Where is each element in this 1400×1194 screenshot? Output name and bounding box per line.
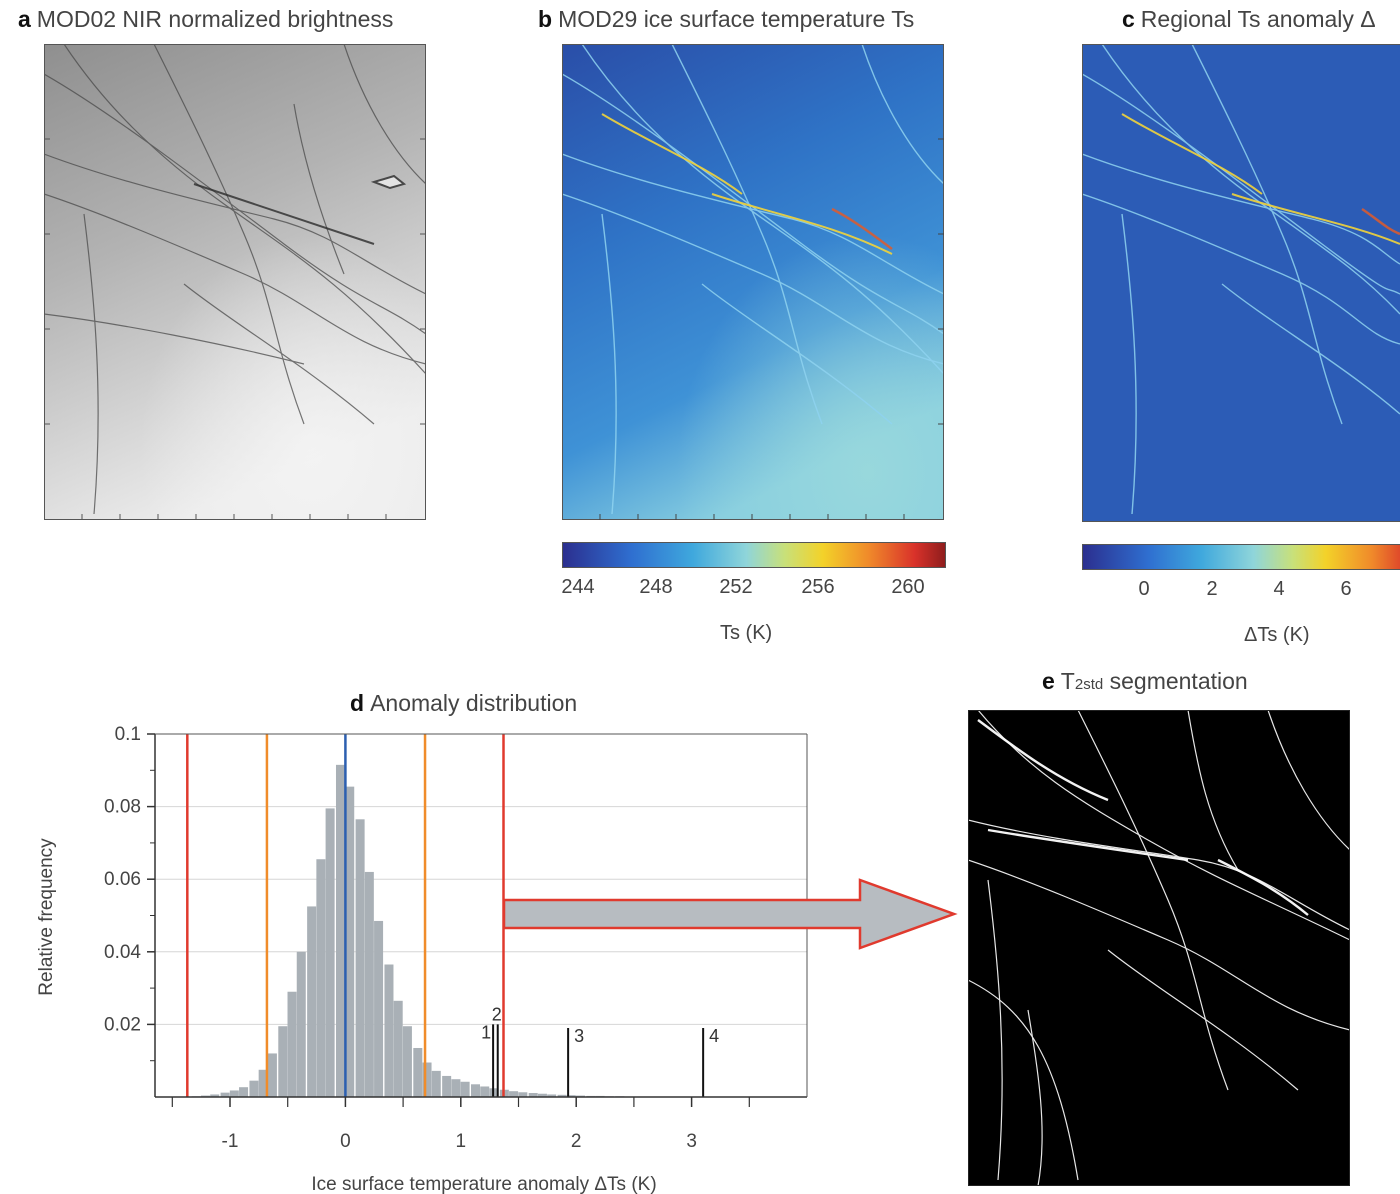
histogram-bar bbox=[547, 1094, 557, 1097]
histogram-bar bbox=[249, 1080, 259, 1097]
histogram-bar bbox=[460, 1081, 470, 1097]
panel-b-letter: b bbox=[538, 6, 553, 32]
x-tick-label: 0 bbox=[340, 1131, 351, 1152]
panel-a-title: a MOD02 NIR normalized brightness bbox=[18, 6, 393, 33]
ts-colorbar-tick: 252 bbox=[719, 576, 753, 598]
anomaly-colorbar bbox=[1082, 544, 1400, 570]
panel-e-title-main: T bbox=[1060, 668, 1075, 694]
panel-b-title: b MOD29 ice surface temperature Ts bbox=[538, 6, 914, 33]
histogram-bar bbox=[509, 1091, 519, 1097]
anomaly-colorbar-label: ΔTs (K) bbox=[1244, 624, 1310, 646]
threshold-marker-label: 3 bbox=[574, 1026, 584, 1046]
x-tick-label: -1 bbox=[222, 1131, 239, 1152]
panel-d-title: d Anomaly distribution bbox=[350, 690, 577, 717]
histogram-bar bbox=[471, 1084, 481, 1097]
anomaly-colorbar-tick: 6 bbox=[1340, 578, 1352, 600]
histogram-bar bbox=[287, 991, 297, 1097]
histogram-bar bbox=[229, 1090, 239, 1097]
y-axis-label: Relative frequency bbox=[36, 838, 57, 996]
nir-brightness-image bbox=[44, 44, 426, 520]
histogram-bar bbox=[210, 1094, 220, 1097]
histogram-bar bbox=[325, 808, 335, 1097]
histogram-bar bbox=[296, 951, 306, 1097]
surface-temperature-image bbox=[562, 44, 944, 520]
histogram-bar bbox=[422, 1062, 432, 1097]
panel-c-title: c Regional Ts anomaly Δ bbox=[1122, 6, 1376, 33]
anomaly-colorbar-tick: 2 bbox=[1206, 578, 1218, 600]
histogram-bar bbox=[258, 1069, 268, 1097]
histogram-bar bbox=[345, 786, 355, 1097]
panel-d-letter: d bbox=[350, 690, 365, 716]
x-tick-label: 1 bbox=[456, 1131, 467, 1152]
y-tick-label: 0.08 bbox=[104, 797, 141, 818]
y-tick-label: 0.06 bbox=[104, 869, 141, 890]
histogram-bar bbox=[451, 1079, 461, 1097]
histogram-bar bbox=[335, 764, 345, 1097]
panel-b-title-text: MOD29 ice surface temperature Ts bbox=[558, 6, 915, 32]
histogram-bar bbox=[267, 1053, 277, 1097]
histogram-bar bbox=[442, 1075, 452, 1097]
segmentation-image bbox=[968, 710, 1350, 1186]
x-axis-label: Ice surface temperature anomaly ΔTs (K) bbox=[311, 1174, 656, 1194]
y-tick-label: 0.1 bbox=[115, 724, 141, 745]
histogram-bar bbox=[557, 1094, 567, 1097]
arrow-to-segmentation bbox=[502, 878, 958, 950]
panel-c-letter: c bbox=[1122, 6, 1135, 32]
x-tick-label: 2 bbox=[571, 1131, 582, 1152]
histogram-bar bbox=[307, 906, 317, 1097]
panel-d-title-text: Anomaly distribution bbox=[370, 690, 578, 716]
threshold-marker-label: 4 bbox=[709, 1026, 719, 1046]
ts-colorbar-label: Ts (K) bbox=[720, 622, 773, 644]
histogram-bar bbox=[480, 1086, 490, 1097]
threshold-marker-label: 1 bbox=[481, 1022, 491, 1042]
histogram-bar bbox=[374, 920, 384, 1097]
histogram-bar bbox=[402, 1026, 412, 1097]
y-tick-label: 0.04 bbox=[104, 942, 141, 963]
histogram-bar bbox=[278, 1026, 288, 1097]
histogram-bar bbox=[384, 964, 394, 1097]
histogram-bar bbox=[393, 1000, 403, 1097]
ts-anomaly-image bbox=[1082, 44, 1400, 522]
ts-colorbar-tick: 248 bbox=[639, 576, 673, 598]
histogram-bar bbox=[518, 1092, 528, 1097]
histogram-bar bbox=[364, 871, 374, 1097]
panel-e-letter: e bbox=[1042, 668, 1055, 694]
anomaly-colorbar-tick: 4 bbox=[1273, 578, 1285, 600]
histogram-bar bbox=[413, 1047, 423, 1097]
histogram-bar bbox=[537, 1093, 547, 1097]
histogram-bar bbox=[239, 1087, 249, 1097]
y-tick-label: 0.02 bbox=[104, 1014, 141, 1035]
threshold-marker-label: 2 bbox=[492, 1004, 502, 1024]
histogram-bar bbox=[566, 1095, 576, 1097]
panel-a-title-text: MOD02 NIR normalized brightness bbox=[36, 6, 394, 32]
panel-e-title: e T2std segmentation bbox=[1042, 668, 1248, 695]
histogram-bar bbox=[528, 1093, 538, 1097]
x-tick-label: 3 bbox=[686, 1131, 697, 1152]
histogram-bar bbox=[316, 859, 326, 1097]
ts-colorbar bbox=[562, 542, 946, 568]
anomaly-colorbar-tick: 0 bbox=[1138, 578, 1150, 600]
ts-colorbar-tick: 244 bbox=[561, 576, 595, 598]
panel-c-title-text: Regional Ts anomaly Δ bbox=[1140, 6, 1376, 32]
histogram-bar bbox=[431, 1070, 441, 1097]
panel-e-title-rest: segmentation bbox=[1103, 668, 1248, 694]
anomaly-histogram: 123 4 0.020.040.060.080.1-1 0 1 2 3 Ice surfa… bbox=[36, 724, 808, 1194]
ts-colorbar-tick: 260 bbox=[891, 576, 925, 598]
ts-colorbar-tick: 256 bbox=[801, 576, 835, 598]
panel-a-letter: a bbox=[18, 6, 31, 32]
histogram-bar bbox=[220, 1092, 230, 1097]
histogram-bar bbox=[355, 819, 365, 1097]
panel-e-title-sub: 2std bbox=[1074, 676, 1104, 693]
